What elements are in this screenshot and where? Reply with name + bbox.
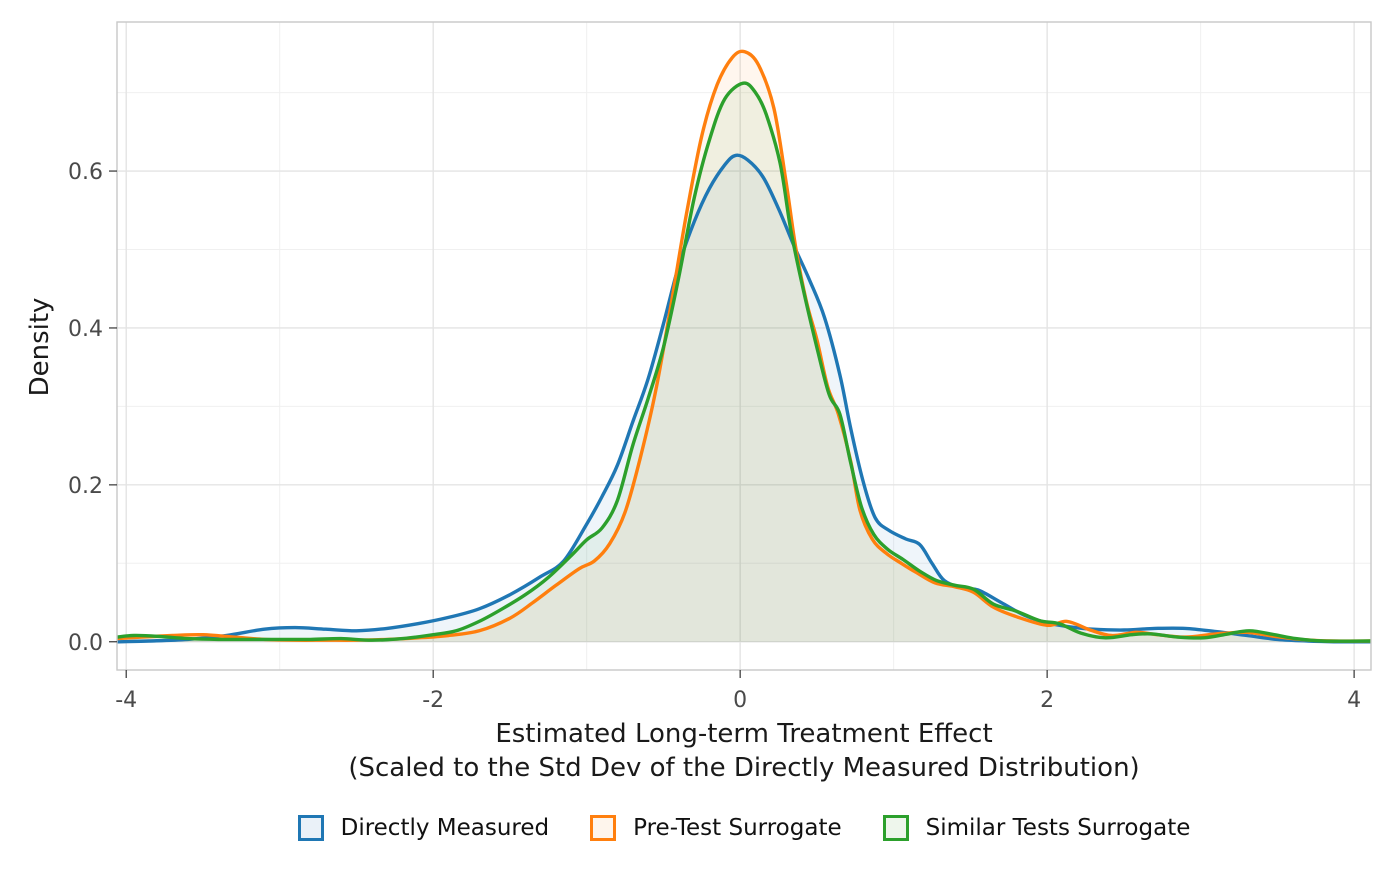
svg-text:0.6: 0.6 xyxy=(68,160,103,185)
x-axis-title-line2: (Scaled to the Std Dev of the Directly M… xyxy=(348,753,1140,783)
svg-text:0.0: 0.0 xyxy=(68,631,103,656)
svg-text:0.2: 0.2 xyxy=(68,474,103,499)
x-axis-title: Estimated Long-term Treatment Effect (Sc… xyxy=(117,717,1371,785)
legend-label: Similar Tests Surrogate xyxy=(925,815,1191,841)
svg-text:-2: -2 xyxy=(422,688,444,713)
svg-text:2: 2 xyxy=(1040,688,1054,713)
legend: Directly Measured Pre-Test Surrogate Sim… xyxy=(117,815,1371,841)
legend-item-directly-measured: Directly Measured xyxy=(297,815,550,841)
legend-item-similar-tests-surrogate: Similar Tests Surrogate xyxy=(882,815,1191,841)
legend-swatch-blue xyxy=(297,815,324,841)
svg-text:0: 0 xyxy=(733,688,747,713)
svg-text:-4: -4 xyxy=(115,688,137,713)
svg-text:0.4: 0.4 xyxy=(68,317,103,342)
legend-item-pre-test-surrogate: Pre-Test Surrogate xyxy=(590,815,842,841)
legend-swatch-green xyxy=(882,815,909,841)
legend-swatch-orange xyxy=(590,815,617,841)
legend-label: Directly Measured xyxy=(340,815,550,841)
y-axis-title: Density xyxy=(25,297,55,397)
svg-text:4: 4 xyxy=(1347,688,1361,713)
legend-label: Pre-Test Surrogate xyxy=(633,815,842,841)
x-axis-title-line1: Estimated Long-term Treatment Effect xyxy=(495,719,993,749)
